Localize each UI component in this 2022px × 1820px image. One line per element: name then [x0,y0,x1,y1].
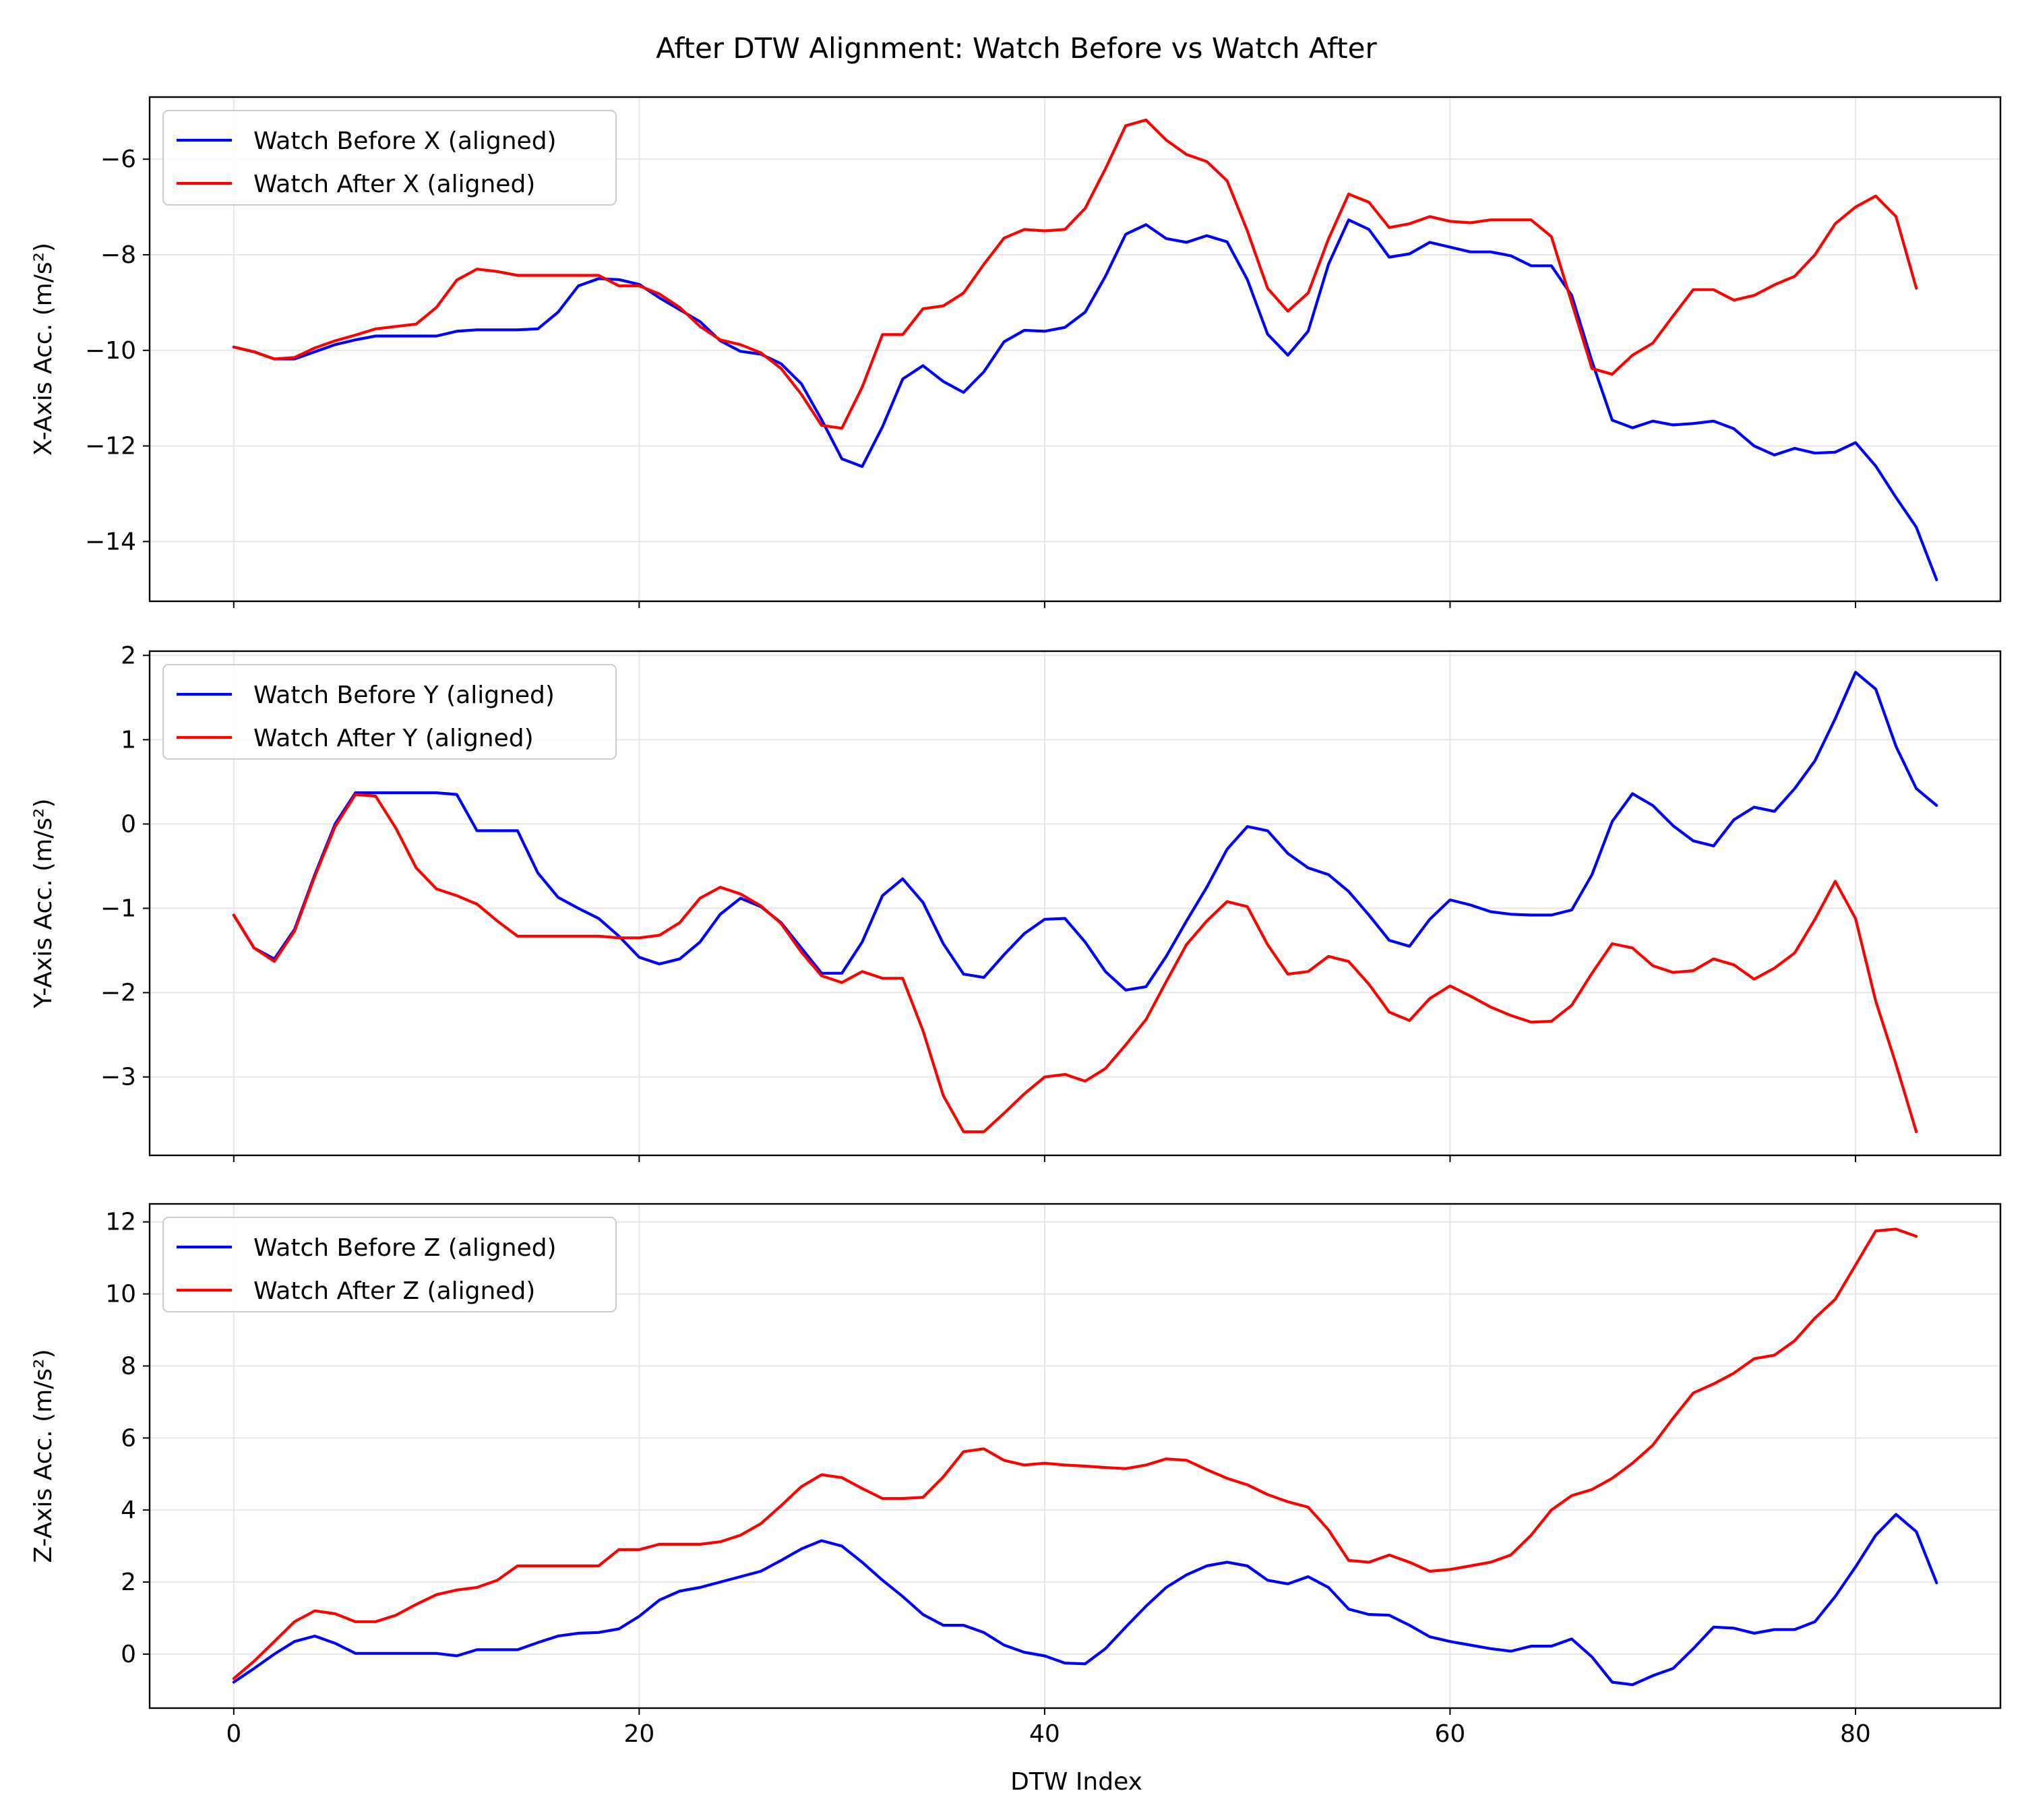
y-tick-label: −6 [100,146,136,173]
legend-label: Watch Before Y (aligned) [253,681,555,709]
y-tick-label: 6 [121,1424,136,1452]
axes-frame [148,1203,2002,1709]
legend-box [162,664,617,760]
axes-frame [148,96,2002,603]
legend-label: Watch After X (aligned) [253,171,535,198]
y-tick-label: 12 [105,1209,136,1236]
y-tick-label: 0 [121,1641,136,1668]
y-axis-label: Z-Axis Acc. (m/s²) [30,1349,57,1563]
series-line-watch-after [232,1227,1918,1680]
x-tick-label: 40 [1029,1720,1060,1748]
legend-label: Watch After Z (aligned) [253,1277,535,1305]
y-tick-label: −3 [100,1064,136,1091]
series-line-watch-after [232,118,1918,430]
y-axis-label: Y-Axis Acc. (m/s²) [30,799,57,1009]
legend-label: Watch Before Z (aligned) [253,1234,557,1262]
subplot-2: −3 −2 −1 0 1 2 Y-Axis Acc. (m/s²) Watch Before … [30,642,2002,1162]
x-tick-label: 0 [226,1720,241,1748]
y-tick-label: −8 [100,241,136,269]
y-tick-label: 8 [121,1352,136,1380]
legend-label: Watch After Y (aligned) [253,725,534,752]
y-tick-label: −14 [85,528,136,555]
legend-label: Watch Before X (aligned) [253,127,557,155]
series-line-watch-before [232,671,1938,992]
series-line-watch-after [232,793,1918,1134]
series-line-watch-before [232,1513,1938,1687]
subplot-panels: −14−12−10−8−6X-Axis Acc. (m/s²)Watch Bef… [30,96,2002,1748]
y-tick-label: −10 [85,337,136,365]
y-tick-label: 0 [121,810,136,838]
y-tick-label: −12 [85,433,136,460]
x-tick-label: 20 [623,1720,654,1748]
x-axis-label: DTW Index [1010,1768,1142,1796]
legend-box [162,110,617,206]
y-tick-label: 2 [121,1569,136,1596]
y-tick-label: 1 [121,726,136,754]
y-tick-label: −1 [100,895,136,923]
y-tick-label: 2 [121,642,136,669]
legend-box [162,1217,617,1312]
subplot-1: −14 −12 −10 −8 −6 X-Axis Acc. (m/s²) Watch Bef… [30,96,2002,608]
y-tick-label: −2 [100,979,136,1007]
axes-frame [148,650,2002,1157]
x-tick-label: 60 [1435,1720,1466,1748]
y-tick-label: 10 [105,1281,136,1308]
figure-title: After DTW Alignment: Watch Before vs Wat… [656,32,1377,65]
y-tick-label: 4 [121,1496,136,1524]
x-tick-label: 80 [1840,1720,1871,1748]
series-line-watch-before [232,218,1938,582]
y-axis-label: X-Axis Acc. (m/s²) [30,243,57,456]
subplot-3: 0 20 40 60 80 0 2 4 6 8 10 12 Z-Axis Acc. (m/s²) Watc… [30,1203,2002,1748]
